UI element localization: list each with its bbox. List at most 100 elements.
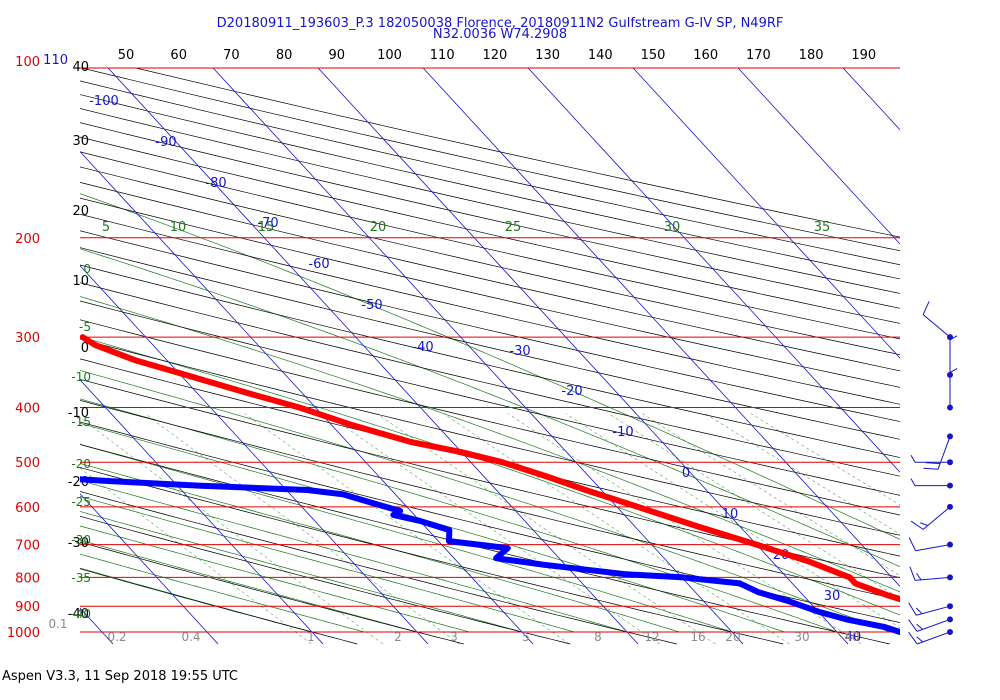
moist-adiabat-line: [80, 553, 365, 633]
left-temperature-label: -40: [68, 607, 89, 622]
moist-adiabat-line: [80, 248, 900, 568]
isotherm-label: -90: [155, 135, 176, 150]
top-axis-label: 80: [276, 48, 293, 63]
wind-barb-flag: [908, 619, 918, 632]
isotherm-label: -80: [205, 176, 226, 191]
moist-adiabat-label: -25: [71, 495, 91, 509]
pressure-label: 500: [15, 456, 40, 471]
dry-adiabat-line: [80, 568, 358, 645]
mixing-ratio-label: 0.4: [181, 630, 200, 644]
wind-barb-flag: [910, 454, 916, 463]
wind-barb-flag: [910, 520, 924, 530]
moist-adiabat-line: [80, 567, 313, 633]
dry-adiabat-line: [80, 181, 900, 372]
top-axis-label: 160: [693, 48, 718, 63]
dry-adiabat-line: [80, 358, 900, 557]
moist-adiabat-label: 5: [102, 220, 110, 235]
dry-adiabat-line: [81, 68, 900, 252]
top-axis-label: 110: [430, 48, 455, 63]
mixing-ratio-line: [507, 413, 862, 645]
top-axis-label: 170: [746, 48, 771, 63]
moist-adiabat-label: 35: [814, 220, 831, 235]
top-axis-label: 190: [851, 48, 876, 63]
moist-adiabat-label: -35: [71, 571, 91, 585]
wind-barb-shaft: [916, 618, 951, 632]
wind-barb-flag: [920, 522, 928, 526]
sounding-profiles: [80, 334, 900, 636]
mixing-ratio-line: [608, 413, 900, 599]
wind-barb-station: [947, 629, 953, 635]
dry-adiabats: [80, 68, 900, 645]
wind-barb-flag: [910, 478, 916, 486]
isotherm-line: [527, 68, 900, 473]
wind-barb-shaft: [916, 631, 951, 645]
moist-adiabat-label: -5: [79, 320, 91, 334]
wind-barb: [910, 454, 953, 466]
moist-adiabat-label: -40: [71, 607, 91, 621]
moist-adiabat-label: 10: [170, 220, 187, 235]
mixing-ratio-label: 16: [690, 630, 705, 644]
pressure-label: 1000: [7, 626, 40, 641]
top-axis-label: 150: [641, 48, 666, 63]
wind-barb: [908, 629, 953, 645]
mixing-ratio-lines: [80, 413, 900, 645]
isotherm-line: [212, 68, 744, 645]
isotherm-line: [422, 68, 900, 587]
mixing-ratio-line: [144, 413, 460, 645]
left-temperature-label: -10: [68, 406, 89, 421]
left-temperature-label: 30: [72, 134, 89, 149]
footer-caption: Aspen V3.3, 11 Sep 2018 19:55 UTC: [2, 669, 239, 684]
moist-adiabat-line: [80, 539, 418, 633]
pressure-label: 110: [43, 53, 68, 68]
wind-barb: [923, 433, 953, 470]
isotherm-label: -20: [561, 384, 582, 399]
wind-barb-shaft: [922, 506, 951, 530]
left-temperature-label: 0: [81, 341, 89, 356]
left-temperature-label: -30: [68, 536, 89, 551]
top-axis-label: 60: [170, 48, 187, 63]
wind-barb-shaft: [915, 544, 951, 552]
dry-adiabat-line: [80, 338, 900, 536]
top-axis-label: 180: [799, 48, 824, 63]
wind-barb-flag: [909, 566, 916, 581]
top-axis-label: 50: [118, 48, 135, 63]
mixing-ratio-label: 1: [307, 630, 315, 644]
moist-adiabat-label: 15: [258, 220, 275, 235]
moist-adiabat-label: -20: [71, 457, 91, 471]
pressure-label: 800: [15, 571, 40, 586]
wind-barb-station: [947, 433, 953, 440]
pressure-label: 100: [15, 55, 40, 70]
dry-adiabat-line: [80, 247, 900, 440]
moist-adiabat-line: [80, 296, 900, 593]
chart-subtitle: N32.0036 W74.2908: [432, 27, 568, 42]
moist-adiabat-label: -10: [71, 370, 91, 384]
moist-adiabat-label: 30: [664, 220, 681, 235]
pressure-label: 400: [15, 402, 40, 417]
dry-adiabat-line: [80, 467, 784, 645]
pressure-label: 900: [15, 600, 40, 615]
wind-barb: [908, 537, 953, 552]
dry-adiabat-line: [80, 197, 900, 388]
temperature-profile-line: [80, 334, 900, 603]
wind-barb-station: [947, 616, 953, 623]
isotherm-line: [80, 493, 219, 645]
moist-adiabat-line: [80, 496, 575, 633]
wind-barb-flag: [922, 301, 930, 315]
dry-adiabat-line: [80, 166, 900, 356]
isotherm-label: -100: [89, 94, 119, 109]
wind-barb-flag: [925, 462, 941, 465]
isotherm-line: [80, 150, 534, 645]
moist-adiabat-line: [80, 336, 900, 616]
moist-adiabat-label: 0: [83, 262, 91, 276]
wind-barb: [910, 478, 953, 489]
mixing-ratio-label: 5: [522, 630, 530, 644]
dewpoint-profile-line: [80, 476, 900, 636]
isotherm-label: 30: [824, 589, 841, 604]
wind-barb: [922, 301, 953, 341]
wind-barb-station: [947, 574, 953, 581]
mixing-ratio-line: [80, 417, 384, 645]
isotherm-label: -30: [509, 344, 530, 359]
wind-barb: [947, 368, 958, 411]
top-axis-label: 90: [329, 48, 346, 63]
mixing-ratio-line: [705, 413, 900, 535]
